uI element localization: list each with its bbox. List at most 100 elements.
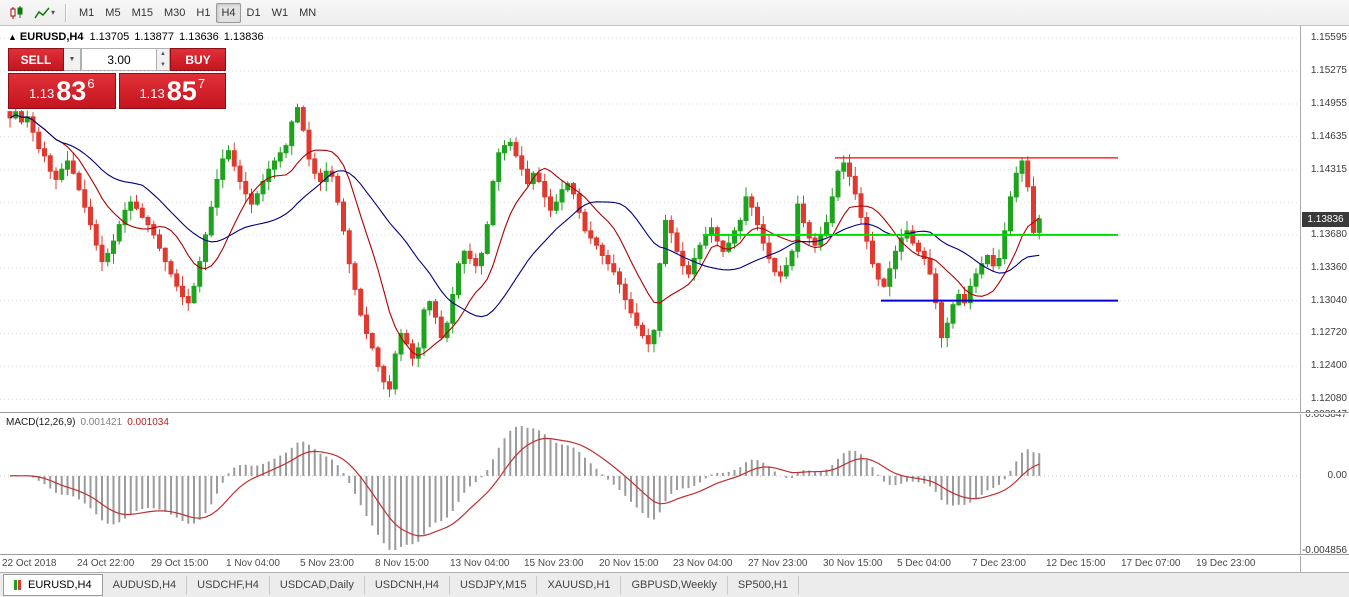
tab-usdcad-daily[interactable]: USDCAD,Daily [270, 575, 365, 595]
tab-usdchf-h4[interactable]: USDCHF,H4 [187, 575, 270, 595]
macd-value-signal: 0.001034 [127, 417, 169, 428]
volume-input[interactable]: 3.00 [81, 48, 157, 71]
volume-stepper-down[interactable]: ▼ [160, 61, 166, 68]
one-click-trading-panel: SELL ▼ 3.00 ▲ ▼ BUY 1.13 83 6 1.13 85 7 [8, 48, 226, 109]
time-axis-label: 24 Oct 22:00 [77, 558, 135, 569]
macd-axis-label: 0.00 [1327, 470, 1347, 481]
timeframe-m15[interactable]: M15 [127, 3, 158, 23]
tab-label: USDJPY,M15 [460, 579, 527, 591]
panel-divider[interactable] [0, 412, 1349, 414]
tab-gbpusd-weekly[interactable]: GBPUSD,Weekly [621, 575, 728, 595]
time-axis-label: 30 Nov 15:00 [823, 558, 883, 569]
price-axis-label: 1.13360 [1310, 262, 1347, 273]
timeframe-m30[interactable]: M30 [159, 3, 190, 23]
price-axis-label: 1.14315 [1310, 164, 1347, 175]
symbol-label: EURUSD,H4 [19, 31, 84, 43]
timeframe-h1[interactable]: H1 [191, 3, 215, 23]
timeframe-h4[interactable]: H4 [216, 2, 241, 23]
buy-price-sup: 7 [197, 76, 206, 91]
macd-signal-line [9, 437, 1040, 537]
macd-axis-label: 0.003847 [1305, 409, 1347, 420]
timeframe-w1[interactable]: W1 [267, 3, 294, 23]
macd-histogram [14, 426, 1041, 550]
tab-audusd-h4[interactable]: AUDUSD,H4 [103, 575, 188, 595]
chevron-down-icon: ▾ [51, 8, 56, 17]
time-axis-label: 8 Nov 15:00 [375, 558, 429, 569]
panel-divider[interactable] [0, 554, 1349, 556]
macd-label: MACD(12,26,9) 0.001421 0.001034 [6, 417, 169, 428]
time-axis-label: 13 Nov 04:00 [450, 558, 510, 569]
time-axis-label: 15 Nov 23:00 [524, 558, 584, 569]
tab-label: GBPUSD,Weekly [631, 579, 717, 591]
tab-xauusd-h1[interactable]: XAUUSD,H1 [537, 575, 622, 595]
tab-eurusd-h4[interactable]: EURUSD,H4 [3, 574, 103, 596]
symbol-tab-bar: EURUSD,H4 AUDUSD,H4 USDCHF,H4 USDCAD,Daily U… [0, 572, 1349, 597]
ohlc-low: 1.13636 [179, 31, 219, 43]
timeframe-d1[interactable]: D1 [242, 3, 266, 23]
timeframe-mn[interactable]: MN [294, 3, 321, 23]
buy-price-display[interactable]: 1.13 85 7 [118, 73, 226, 109]
tab-usdcnh-h4[interactable]: USDCNH,H4 [365, 575, 451, 595]
price-axis-label: 1.12080 [1310, 393, 1347, 404]
timeframe-m1[interactable]: M1 [74, 3, 99, 23]
candles [7, 102, 1042, 397]
tab-label: AUDUSD,H4 [112, 579, 177, 591]
time-axis: 22 Oct 2018 24 Oct 22:00 29 Oct 15:00 1 Nov… [0, 556, 1300, 572]
volume-stepper: ▲ ▼ [157, 48, 170, 71]
price-axis-label: 1.13040 [1310, 295, 1347, 306]
moving-average-line [9, 114, 1040, 357]
ohlc-high: 1.13877 [134, 31, 175, 43]
time-axis-label: 17 Dec 07:00 [1121, 558, 1181, 569]
buy-button[interactable]: BUY [170, 48, 226, 71]
indicator-line-glyph [34, 7, 50, 18]
tab-label: SP500,H1 [737, 579, 788, 591]
tab-usdjpy-m15[interactable]: USDJPY,M15 [450, 575, 538, 595]
chart-area: ▲ EURUSD,H4 1.13705 1.13877 1.13636 1.13836 S… [0, 26, 1300, 572]
price-axis-label: 1.14955 [1310, 98, 1347, 109]
time-axis-label: 7 Dec 23:00 [972, 558, 1026, 569]
price-axis-label: 1.15275 [1310, 65, 1347, 76]
macd-value-main: 0.001421 [80, 417, 123, 428]
time-axis-label: 12 Dec 15:00 [1046, 558, 1106, 569]
sell-price-display[interactable]: 1.13 83 6 [8, 73, 116, 109]
buy-price-prefix: 1.13 [139, 86, 165, 101]
tab-label: USDCHF,H4 [197, 579, 259, 591]
time-axis-label: 23 Nov 04:00 [673, 558, 733, 569]
top-toolbar: ▾ M1 M5 M15 M30 H1 H4 D1 W1 MN [0, 0, 1349, 26]
volume-stepper-up[interactable]: ▲ [160, 51, 166, 58]
moving-average-line [9, 114, 1040, 318]
indicators-icon[interactable]: ▾ [31, 3, 58, 23]
time-axis-label: 1 Nov 04:00 [226, 558, 280, 569]
timeframe-group: M1 M5 M15 M30 H1 H4 D1 W1 MN [74, 2, 321, 23]
time-axis-label: 22 Oct 2018 [2, 558, 57, 569]
sell-price-prefix: 1.13 [28, 86, 55, 101]
price-axis-label: 1.13680 [1310, 229, 1347, 240]
tab-label: XAUUSD,H1 [547, 579, 611, 591]
price-axis-label: 1.14635 [1310, 131, 1347, 142]
tab-label: USDCAD,Daily [279, 579, 354, 591]
macd-name: MACD(12,26,9) [6, 417, 76, 428]
time-axis-label: 29 Oct 15:00 [151, 558, 209, 569]
macd-axis-label: -0.004856 [1301, 545, 1347, 556]
time-axis-label: 27 Nov 23:00 [748, 558, 808, 569]
price-axis-label: 1.15595 [1310, 32, 1347, 43]
price-axis: 1.15595 1.15275 1.14955 1.14635 1.14315 1.136… [1300, 26, 1349, 572]
timeframe-m5[interactable]: M5 [100, 3, 125, 23]
buy-price-big: 85 [166, 76, 197, 106]
macd-indicator-plot [0, 426, 1300, 550]
volume-preset-dropdown[interactable]: ▼ [64, 48, 81, 71]
sell-button[interactable]: SELL [8, 48, 64, 71]
chart-tab-icon [14, 580, 23, 590]
candlestick-glyph [10, 5, 23, 19]
tab-label: USDCNH,H4 [374, 579, 440, 591]
price-axis-label: 1.12400 [1310, 360, 1347, 371]
tab-label: EURUSD,H4 [28, 579, 92, 591]
sell-price-sup: 6 [87, 76, 95, 91]
chart-title: ▲ EURUSD,H4 1.13705 1.13877 1.13636 1.13836 [8, 31, 269, 43]
ohlc-open: 1.13705 [89, 31, 130, 43]
time-axis-label: 19 Dec 23:00 [1196, 558, 1256, 569]
time-axis-label: 5 Dec 04:00 [897, 558, 951, 569]
tab-sp500-h1[interactable]: SP500,H1 [728, 575, 799, 595]
candlestick-chart-icon[interactable] [5, 3, 29, 23]
panel-collapse-icon[interactable]: ▲ [8, 32, 17, 42]
